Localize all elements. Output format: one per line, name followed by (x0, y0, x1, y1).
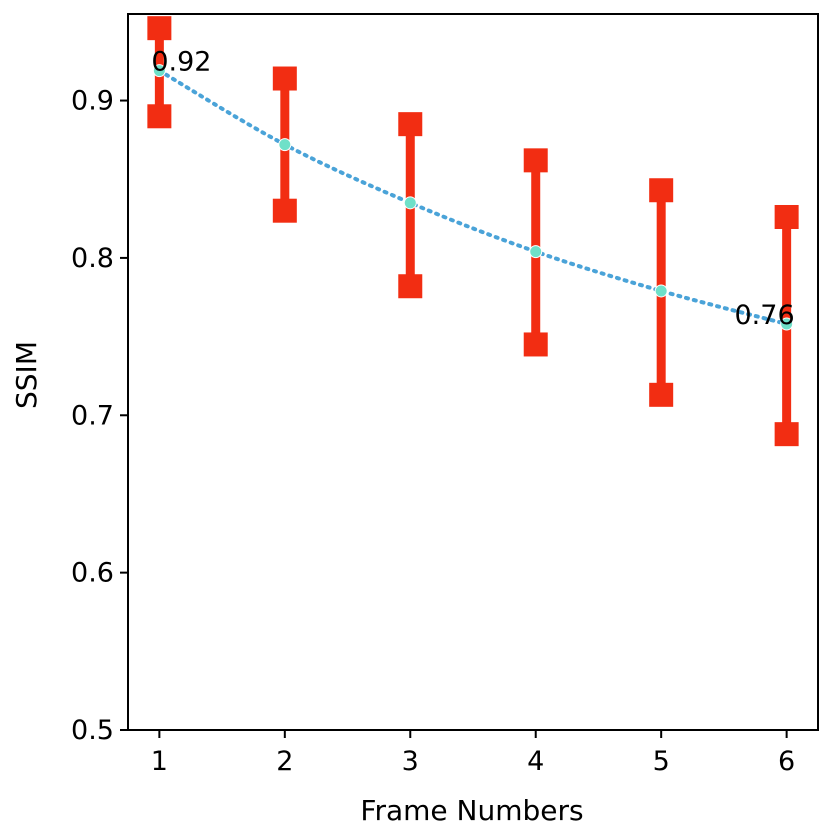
x-tick-label: 6 (778, 746, 795, 777)
error-cap-top (147, 16, 172, 41)
y-tick-label: 0.8 (71, 243, 114, 274)
error-cap-top (774, 204, 799, 229)
x-axis: 1 2 3 4 5 6 (151, 730, 795, 777)
y-tick-label: 0.7 (71, 400, 114, 431)
x-tick-label: 2 (276, 746, 293, 777)
x-axis-title: Frame Numbers (360, 794, 583, 827)
error-cap-top (523, 148, 548, 173)
plot-area: 0.92 0.76 (147, 16, 799, 447)
y-tick-label: 0.5 (71, 715, 114, 746)
error-cap-bottom (774, 422, 799, 447)
data-label: 0.76 (735, 300, 795, 331)
data-point (278, 138, 292, 152)
x-tick-label: 5 (653, 746, 670, 777)
error-cap-top (272, 66, 297, 91)
data-point (780, 317, 794, 331)
error-cap-bottom (147, 104, 172, 129)
error-cap-bottom (398, 274, 423, 299)
y-tick-label: 0.9 (71, 86, 114, 117)
error-cap-bottom (649, 382, 674, 407)
trend-line (157, 68, 789, 327)
error-cap-bottom (523, 332, 548, 357)
data-point (403, 196, 417, 210)
y-axis: 0.5 0.6 0.7 0.8 0.9 (71, 86, 128, 746)
x-tick-label: 1 (151, 746, 168, 777)
y-axis-title: SSIM (10, 341, 43, 409)
x-tick-label: 4 (527, 746, 544, 777)
x-tick-label: 3 (402, 746, 419, 777)
data-point (654, 284, 668, 298)
data-point (529, 245, 543, 259)
error-cap-top (398, 112, 423, 137)
error-cap-bottom (272, 198, 297, 223)
error-cap-top (649, 178, 674, 203)
data-label: 0.92 (151, 47, 211, 78)
y-tick-label: 0.6 (71, 558, 114, 589)
data-point (152, 64, 166, 78)
axes-frame (127, 13, 819, 731)
